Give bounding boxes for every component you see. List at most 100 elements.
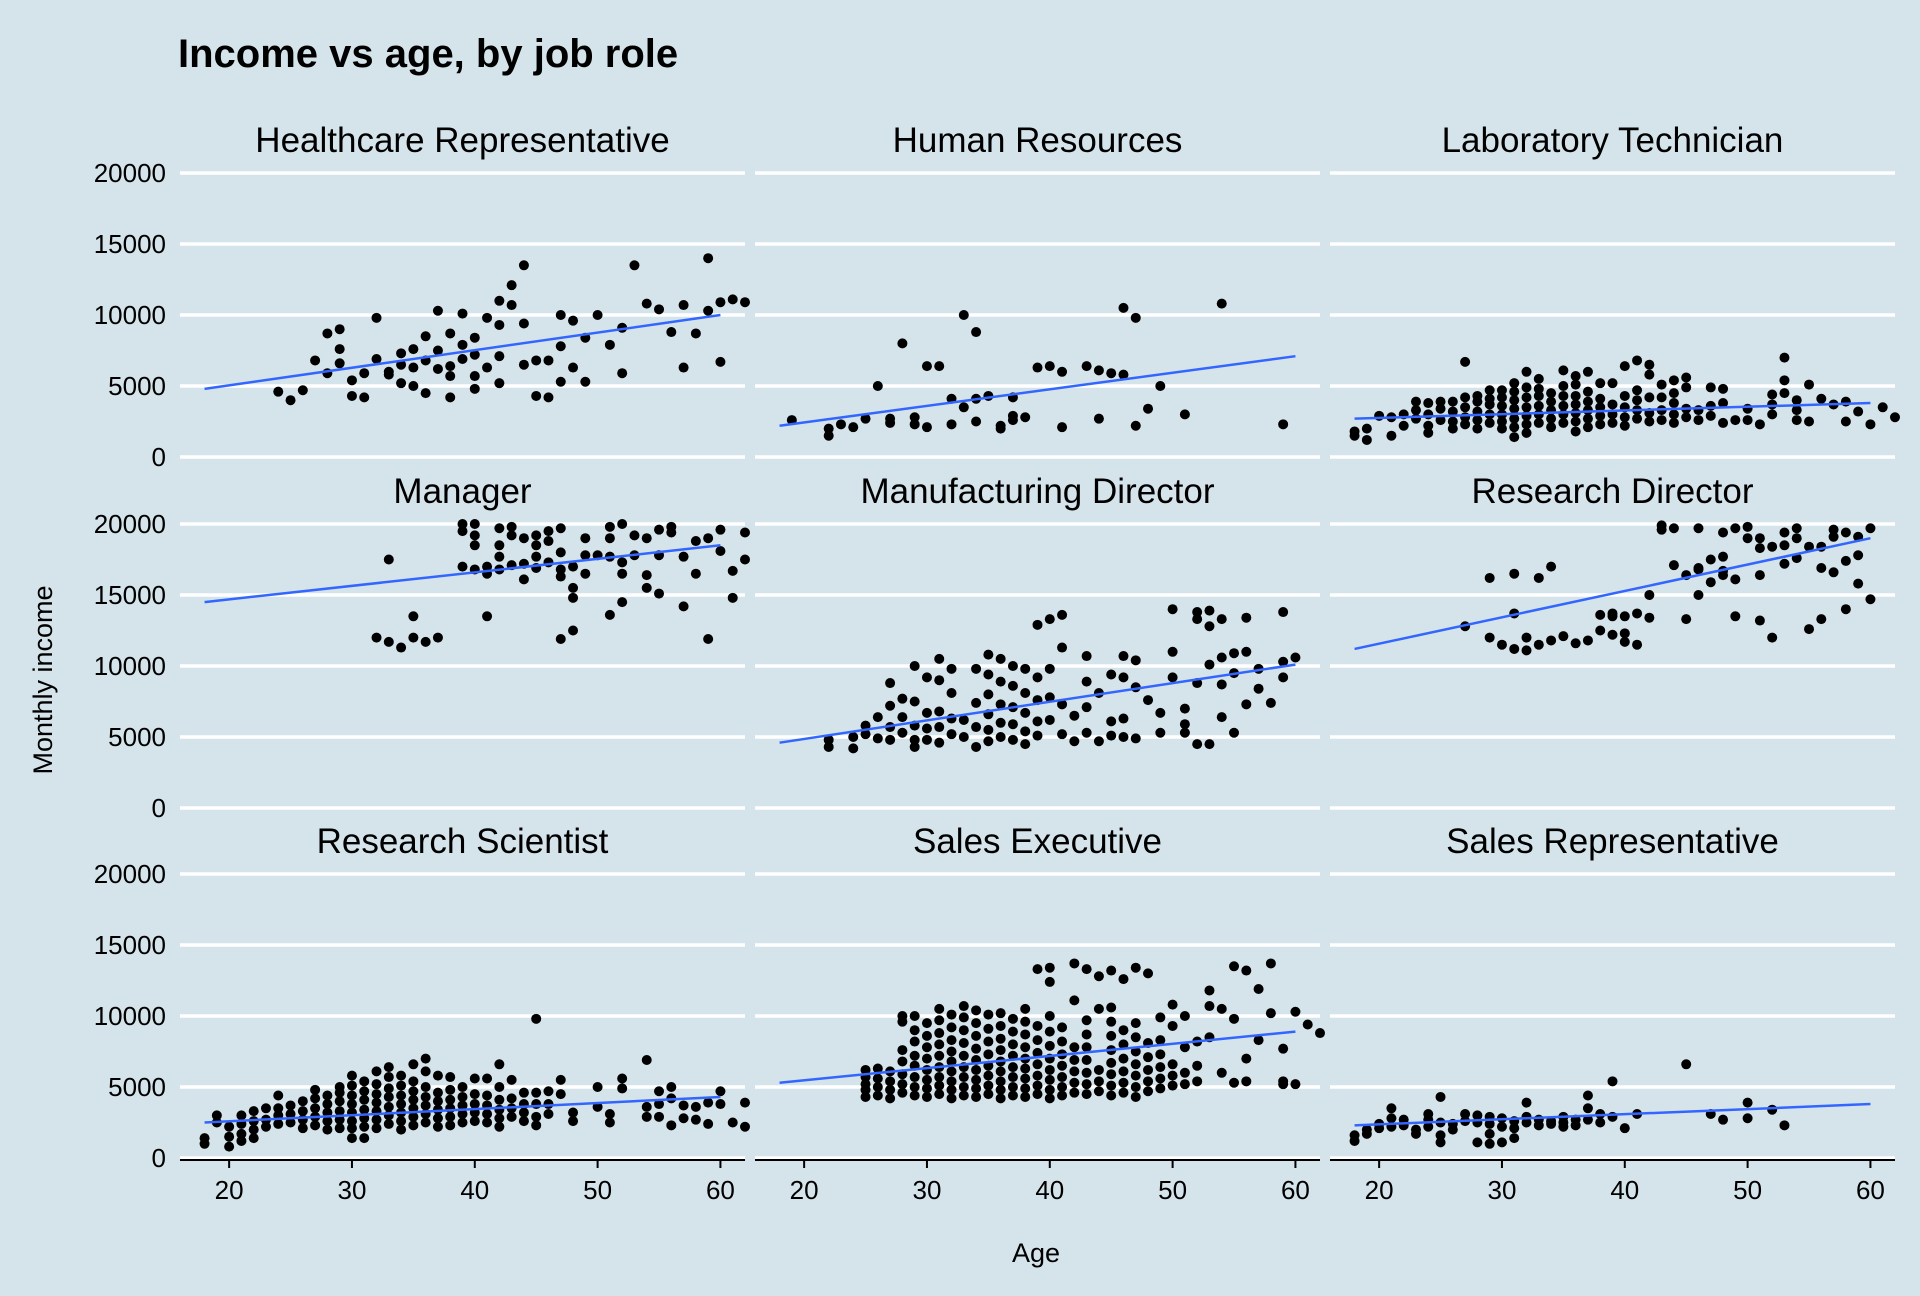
data-point — [531, 390, 542, 401]
data-point — [1595, 625, 1606, 636]
data-point — [482, 1090, 493, 1101]
data-point — [1020, 1029, 1031, 1040]
data-point — [958, 732, 969, 742]
data-point — [1570, 379, 1581, 390]
data-point — [1718, 1114, 1729, 1125]
data-point — [518, 1087, 529, 1098]
data-point — [1007, 1082, 1018, 1092]
data-point — [1229, 1013, 1240, 1024]
data-point — [1546, 1118, 1557, 1129]
data-point — [654, 1111, 665, 1122]
data-point — [872, 1082, 883, 1092]
data-point — [1130, 1070, 1141, 1081]
data-point — [1558, 409, 1569, 420]
data-point — [1779, 375, 1790, 386]
data-point — [921, 1042, 932, 1053]
data-point — [580, 568, 591, 579]
y-axis-label: Monthly income — [28, 585, 58, 774]
data-point — [1032, 1020, 1043, 1031]
data-point — [1582, 396, 1593, 407]
data-point — [1216, 614, 1227, 625]
data-point — [445, 1072, 456, 1083]
data-point — [1705, 577, 1716, 588]
data-point — [1730, 415, 1741, 426]
data-point — [1081, 1042, 1092, 1053]
data-point — [740, 527, 750, 538]
data-point — [885, 1076, 896, 1087]
data-point — [1533, 572, 1544, 583]
data-point — [1020, 663, 1031, 674]
data-point — [1081, 1079, 1092, 1090]
data-point — [1007, 1013, 1018, 1024]
data-point — [1192, 607, 1203, 618]
data-point — [1349, 1135, 1360, 1146]
data-point — [909, 419, 920, 430]
data-point — [921, 723, 932, 734]
data-point — [346, 1099, 357, 1110]
data-point — [1032, 1059, 1043, 1070]
data-point — [531, 1087, 542, 1098]
data-point — [346, 1080, 357, 1091]
data-point — [1681, 412, 1692, 423]
data-point — [457, 1082, 468, 1092]
data-point — [322, 1116, 333, 1127]
data-point — [1472, 396, 1483, 407]
data-point — [1570, 390, 1581, 401]
data-point — [273, 386, 284, 397]
data-point — [1767, 389, 1778, 400]
x-tick-label: 30 — [1487, 1175, 1516, 1205]
data-point — [1216, 1067, 1227, 1078]
data-point — [1730, 611, 1741, 622]
data-point — [199, 1138, 210, 1149]
data-point — [995, 1033, 1006, 1044]
data-point — [715, 356, 726, 367]
data-point — [1278, 607, 1289, 618]
data-point — [885, 700, 896, 711]
data-point — [346, 390, 357, 401]
data-point — [322, 1090, 333, 1101]
data-point — [1044, 1064, 1055, 1075]
data-point — [934, 1003, 945, 1014]
data-point — [1229, 648, 1240, 659]
data-point — [310, 1120, 321, 1131]
data-point — [1496, 392, 1507, 403]
data-point — [457, 339, 468, 350]
data-point — [1435, 396, 1446, 407]
y-tick-label: 15000 — [94, 580, 166, 610]
data-point — [1546, 396, 1557, 407]
data-point — [1044, 1026, 1055, 1037]
data-point — [432, 1121, 443, 1132]
data-point — [971, 722, 982, 733]
data-point — [1693, 405, 1704, 416]
data-point — [958, 1012, 969, 1023]
data-point — [934, 653, 945, 664]
data-point — [1020, 726, 1031, 737]
data-point — [1057, 642, 1068, 653]
data-point — [983, 1070, 994, 1081]
data-point — [946, 1076, 957, 1087]
data-point — [678, 601, 689, 612]
data-point — [445, 371, 456, 382]
data-point — [1020, 687, 1031, 698]
data-point — [1754, 615, 1765, 626]
data-point — [958, 1082, 969, 1092]
data-point — [1093, 1003, 1104, 1014]
y-tick-label: 10000 — [94, 651, 166, 681]
data-point — [921, 1064, 932, 1075]
data-point — [1435, 1130, 1446, 1141]
data-point — [445, 1120, 456, 1131]
data-point — [1754, 533, 1765, 544]
data-point — [555, 634, 566, 645]
data-point — [506, 1074, 517, 1085]
data-point — [1484, 417, 1495, 428]
data-point — [1791, 395, 1802, 406]
data-point — [1804, 416, 1815, 427]
data-point — [678, 362, 689, 373]
data-point — [823, 741, 834, 752]
data-point — [1216, 652, 1227, 663]
data-point — [1423, 409, 1434, 420]
trend-line — [204, 544, 721, 604]
data-point — [359, 1094, 370, 1105]
data-point — [958, 1050, 969, 1061]
data-point — [1118, 1053, 1129, 1064]
